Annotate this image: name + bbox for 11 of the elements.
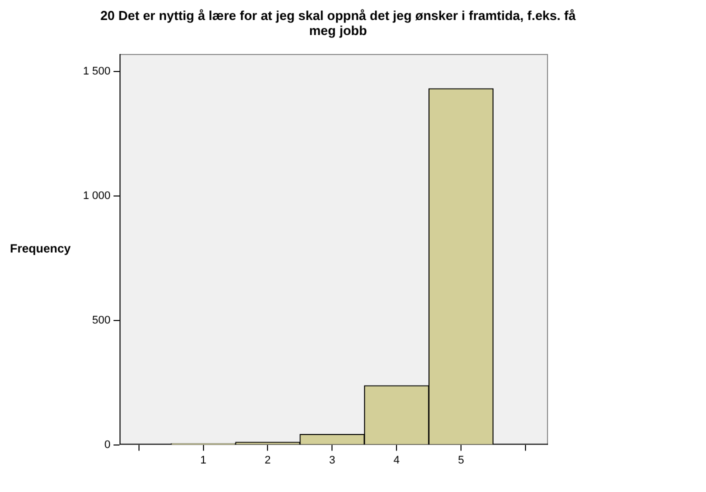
y-tick-label: 1 500 (82, 65, 111, 78)
y-tick-label: 1 000 (82, 190, 111, 202)
x-tick-label: 3 (329, 454, 336, 466)
x-tick-label: 4 (394, 454, 400, 466)
chart-title: 20 Det er nyttig å lære for at jeg skal oppnå det jeg ønsker i framtida, f.eks. få meg jobb (99, 8, 577, 38)
x-tick-label: 2 (264, 454, 271, 466)
x-tick-label: 5 (458, 454, 464, 466)
y-tick-label: 0 (104, 438, 111, 451)
x-tick-label: 1 (200, 454, 206, 466)
y-tick-label: 500 (92, 314, 111, 326)
y-axis-title: Frequency (10, 242, 72, 256)
